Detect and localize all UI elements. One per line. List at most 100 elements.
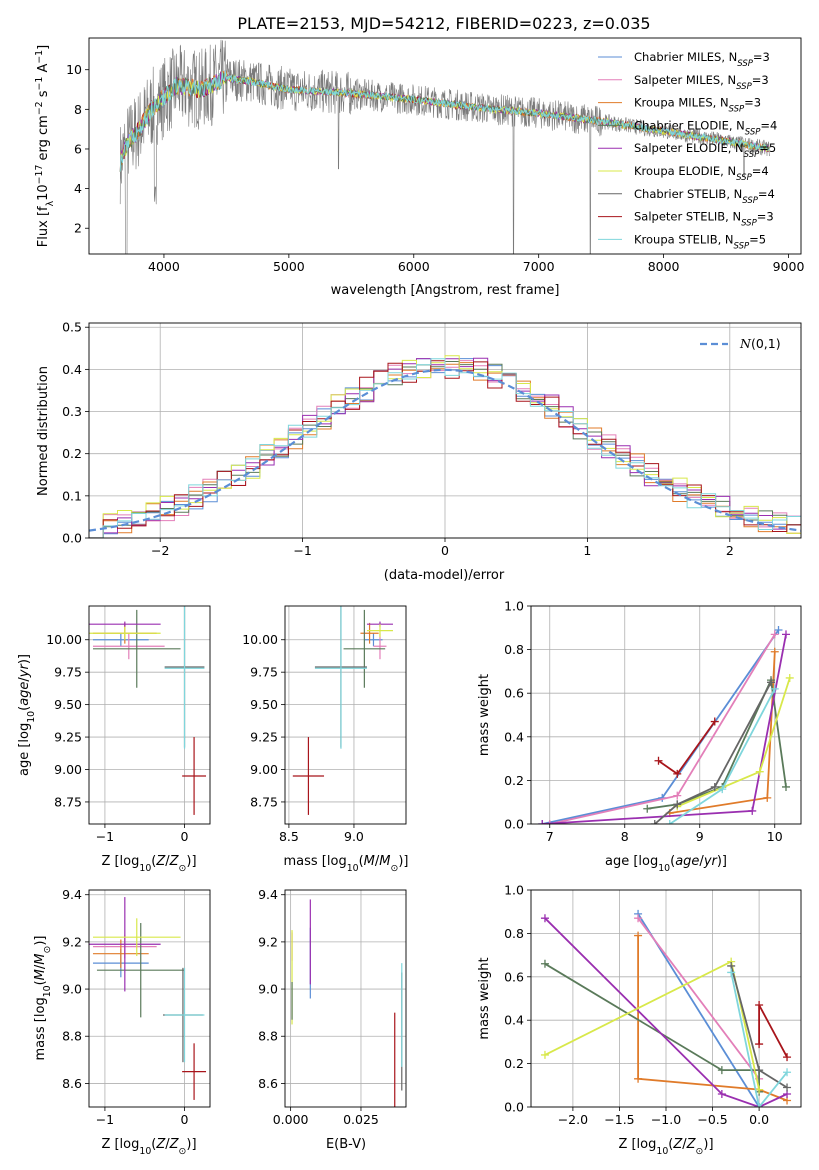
- series-marker: [634, 914, 643, 923]
- y-tick-label: 0.8: [504, 926, 524, 941]
- x-tick-label: −1: [96, 1112, 114, 1127]
- y-tick-label: 8.8: [62, 1029, 82, 1044]
- axes-frame: [88, 889, 211, 1108]
- label-part: λ: [45, 200, 56, 206]
- y-tick-label: 8.75: [54, 794, 82, 809]
- legend-value: =4: [752, 164, 769, 178]
- label-part: Z [log: [618, 1137, 656, 1152]
- residuals-axes: [89, 323, 801, 539]
- series-marker: [540, 914, 549, 923]
- legend-sub: SSP: [737, 59, 753, 69]
- figure-title: PLATE=2153, MJD=54212, FIBERID=0223, z=0…: [237, 14, 650, 33]
- label-part: /: [165, 854, 170, 869]
- label-part: )]: [17, 654, 32, 664]
- legend-value: =5: [759, 141, 776, 155]
- legend-name: Kroupa MILES, N: [634, 96, 729, 110]
- y-axis-label: Flux [fλ10−17 erg cm−2 s−1 A−1]: [34, 45, 56, 247]
- legend-entry: Salpeter ELODIE, NSSP=5: [634, 141, 776, 160]
- label-part: (: [670, 854, 675, 869]
- axes-frame: [88, 605, 211, 825]
- label-part: 10: [656, 1146, 668, 1157]
- series-marker: [770, 630, 779, 639]
- legend-name: Chabrier ELODIE, N: [634, 118, 745, 132]
- series-marker: [673, 769, 682, 778]
- legend-name: Chabrier STELIB, N: [634, 187, 742, 201]
- mass-vs-EBV-plot-area: [291, 899, 403, 1107]
- legend-name: Salpeter STELIB, N: [634, 210, 741, 224]
- x-tick-label: −1.5: [604, 1112, 634, 1127]
- label-part: 10: [139, 863, 151, 874]
- y-tick-label: 8.75: [250, 794, 278, 809]
- legend-entry: Chabrier STELIB, NSSP=4: [634, 187, 775, 206]
- mass-vs-EBV-axes: [285, 890, 406, 1107]
- series-marker: [748, 806, 757, 815]
- x-tick-label: 0.000: [273, 1112, 309, 1127]
- y-axis-label: mass [log10(M/M⊙)]: [33, 936, 53, 1061]
- x-tick-label: 0: [181, 1112, 189, 1127]
- legend-name: Kroupa STELIB, N: [634, 232, 734, 246]
- label-part: 10: [36, 184, 51, 201]
- series-marker: [774, 625, 783, 634]
- x-tick-label: 8000: [648, 259, 680, 274]
- spectrum-plot-area: [119, 39, 770, 254]
- x-tick-label: 2: [726, 543, 734, 558]
- legend-entry: Chabrier ELODIE, NSSP=4: [634, 118, 777, 137]
- label-part: Z: [155, 1137, 166, 1152]
- label-part: 10: [347, 863, 359, 874]
- legend-sub: SSP: [736, 173, 752, 183]
- label-part: Z [log: [101, 854, 139, 869]
- weight-vs-age-axes: [531, 605, 801, 825]
- x-tick-label: 1: [583, 543, 591, 558]
- y-tick-label: 9.75: [54, 665, 82, 680]
- legend-value: =4: [760, 118, 777, 132]
- y-tick-label: 0.2: [504, 1056, 524, 1071]
- label-part: )]: [33, 936, 48, 946]
- y-tick-label: 9.0: [258, 982, 278, 997]
- x-tick-label: −0.5: [697, 1112, 727, 1127]
- label-part: 10: [658, 863, 670, 874]
- label-part: age [log: [605, 854, 658, 869]
- label-part: /: [17, 677, 32, 682]
- x-tick-label: 8.5: [279, 829, 299, 844]
- weight-vs-age-plot-area: [538, 625, 794, 824]
- legend-entry: Kroupa ELODIE, NSSP=4: [634, 164, 769, 183]
- y-tick-label: 8.6: [258, 1076, 278, 1091]
- label-part: M: [33, 954, 48, 965]
- x-tick-label: 0.0: [749, 1112, 769, 1127]
- y-tick-label: 1.0: [504, 599, 524, 614]
- label-part: A: [36, 64, 51, 77]
- y-tick-label: 0.6: [504, 969, 524, 984]
- y-tick-label: 6: [74, 141, 82, 156]
- age-vs-mass-plot-area: [292, 606, 393, 815]
- label-part: 10: [42, 985, 53, 997]
- y-tick-label: 10: [66, 62, 82, 77]
- legend-name: Salpeter ELODIE, N: [634, 141, 744, 155]
- y-axis-label: Normed distribution: [36, 366, 51, 496]
- series-line: [730, 972, 788, 1107]
- y-tick-label: 0.2: [504, 773, 524, 788]
- residuals-plot-area: [89, 355, 801, 538]
- x-axis-label: (data-model)/error: [384, 568, 505, 583]
- axes-frame: [88, 322, 802, 539]
- series-marker: [634, 931, 643, 940]
- x-tick-label: 7000: [523, 259, 555, 274]
- y-tick-label: 2: [74, 221, 82, 236]
- y-axis-label: age [log10(age/yr)]: [17, 654, 37, 776]
- series-marker: [538, 820, 547, 824]
- y-tick-label: 9.4: [62, 887, 82, 902]
- x-tick-label: −1: [96, 829, 114, 844]
- label-part: mass [log: [284, 854, 347, 869]
- legend-name-rest: (0,1): [751, 336, 781, 351]
- label-part: −17: [34, 165, 45, 185]
- x-axis-label: age [log10(age/yr)]: [605, 854, 727, 874]
- series-marker: [665, 820, 674, 824]
- y-tick-label: 9.0: [62, 982, 82, 997]
- series-line: [637, 917, 760, 1080]
- label-part: )]: [186, 854, 196, 869]
- y-tick-label: 9.2: [62, 934, 82, 949]
- label-part: Z: [169, 1137, 180, 1152]
- series-marker: [643, 804, 652, 813]
- x-tick-label: 9000: [773, 259, 805, 274]
- x-axis-label: mass [log10(M/M⊙)]: [284, 854, 409, 874]
- y-tick-label: 9.50: [250, 697, 278, 712]
